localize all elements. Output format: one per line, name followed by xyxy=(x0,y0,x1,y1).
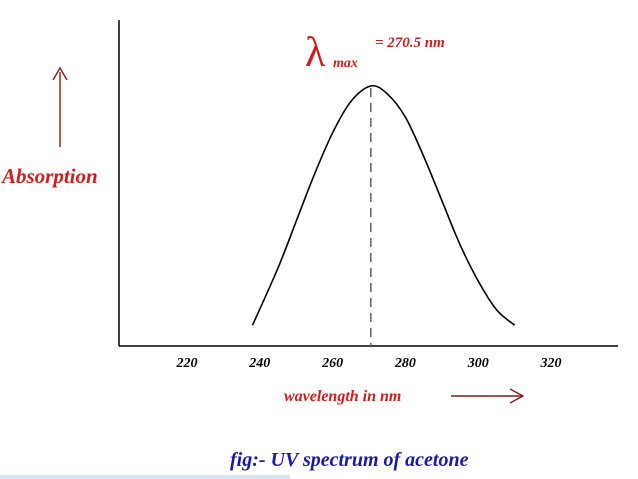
x-tick-label: 240 xyxy=(248,356,270,371)
bottom-strip xyxy=(0,475,290,479)
x-tick-labels: 220 240 260 280 300 320 xyxy=(176,356,562,371)
x-axis-label: wavelength in nm xyxy=(284,388,401,405)
lambda-max-value: = 270.5 nm xyxy=(375,35,445,51)
y-axis-label: Absorption xyxy=(0,164,98,188)
x-tick-label: 280 xyxy=(394,356,416,371)
y-axis-up-arrow-icon xyxy=(52,66,68,147)
x-tick-label: 320 xyxy=(540,356,562,371)
x-tick-label: 220 xyxy=(176,356,198,371)
x-tick-label: 260 xyxy=(321,356,343,371)
lambda-max-subscript: max xyxy=(333,56,358,71)
chart-title: fig:- UV spectrum of acetone xyxy=(230,449,469,471)
lambda-max-symbol: λ xyxy=(305,30,326,76)
absorption-curve xyxy=(251,84,516,326)
x-tick-label: 300 xyxy=(467,356,489,371)
x-axis-right-arrow-icon xyxy=(451,388,525,404)
